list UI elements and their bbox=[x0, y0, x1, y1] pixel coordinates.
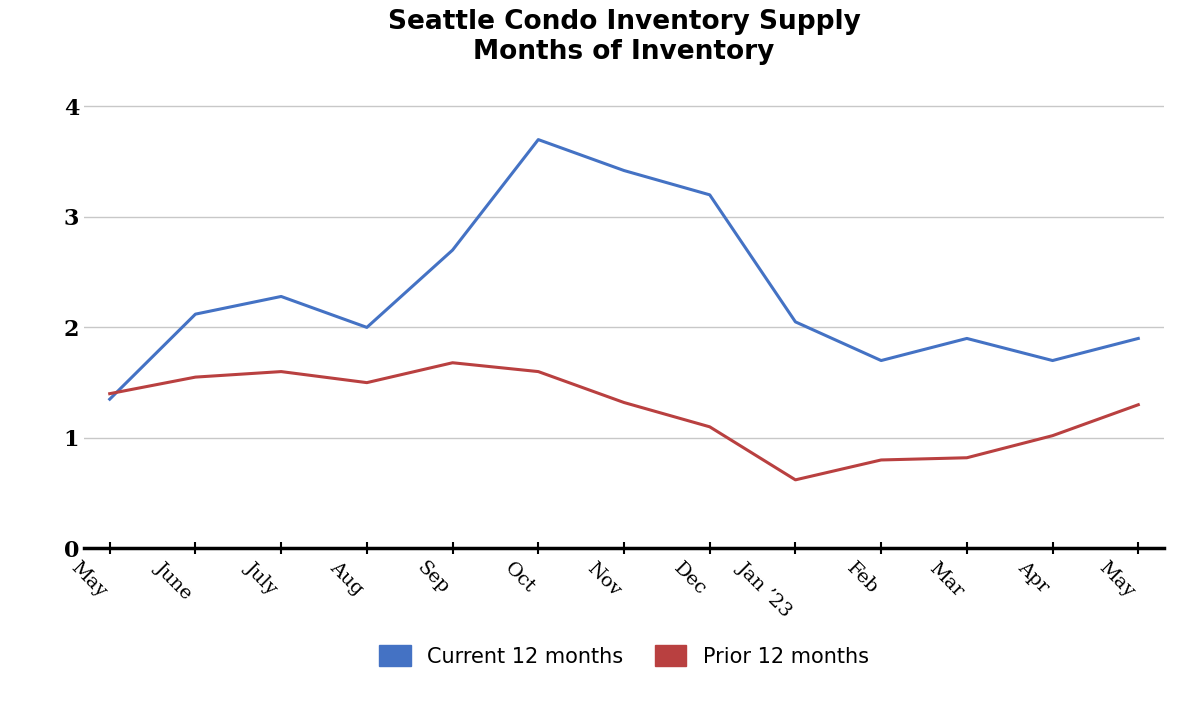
Current 12 months bbox=[532, 136, 546, 144]
Current 12 months bbox=[1045, 356, 1060, 365]
Current 12 months bbox=[960, 334, 974, 342]
Prior 12 months bbox=[1045, 432, 1060, 440]
Prior 12 months bbox=[102, 389, 116, 398]
Current 12 months bbox=[360, 323, 374, 332]
Prior 12 months bbox=[532, 368, 546, 376]
Title: Seattle Condo Inventory Supply
Months of Inventory: Seattle Condo Inventory Supply Months of… bbox=[388, 9, 860, 65]
Legend: Current 12 months, Prior 12 months: Current 12 months, Prior 12 months bbox=[368, 635, 880, 677]
Prior 12 months bbox=[445, 359, 460, 367]
Prior 12 months bbox=[274, 368, 288, 376]
Current 12 months bbox=[445, 246, 460, 254]
Prior 12 months bbox=[617, 399, 631, 407]
Current 12 months bbox=[1132, 334, 1146, 342]
Prior 12 months bbox=[360, 378, 374, 387]
Current 12 months bbox=[788, 318, 803, 326]
Current 12 months bbox=[188, 310, 203, 318]
Line: Current 12 months: Current 12 months bbox=[109, 140, 1139, 399]
Prior 12 months bbox=[960, 453, 974, 462]
Current 12 months bbox=[274, 292, 288, 301]
Current 12 months bbox=[102, 395, 116, 404]
Prior 12 months bbox=[188, 373, 203, 381]
Prior 12 months bbox=[874, 456, 888, 464]
Prior 12 months bbox=[702, 423, 716, 431]
Current 12 months bbox=[617, 167, 631, 175]
Current 12 months bbox=[874, 356, 888, 365]
Prior 12 months bbox=[788, 476, 803, 484]
Prior 12 months bbox=[1132, 401, 1146, 409]
Line: Prior 12 months: Prior 12 months bbox=[109, 363, 1139, 480]
Current 12 months bbox=[702, 191, 716, 199]
